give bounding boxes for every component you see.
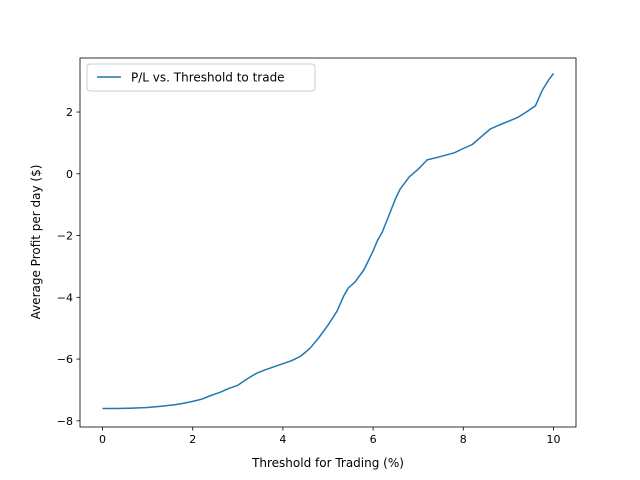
x-tick-label: 10 [546, 433, 560, 446]
y-tick-label: −6 [57, 353, 73, 366]
legend-frame [86, 63, 316, 92]
y-axis-ticks: −8 −6 −4 −2 0 2 [57, 106, 80, 428]
legend: P/L vs. Threshold to trade [86, 63, 316, 92]
plot-area [79, 57, 577, 428]
y-axis-label: Average Profit per day ($) [29, 165, 43, 320]
y-tick-label: −8 [57, 415, 73, 428]
x-tick-label: 4 [279, 433, 286, 446]
legend-label: P/L vs. Threshold to trade [131, 71, 285, 85]
y-tick-label: 2 [66, 106, 73, 119]
x-tick-label: 0 [99, 433, 106, 446]
series-line-0 [102, 72, 555, 410]
x-axis-label: Threshold for Trading (%) [251, 456, 404, 470]
axes-background [80, 58, 576, 427]
y-tick-label: −2 [57, 230, 73, 243]
y-tick-label: −4 [57, 291, 73, 304]
x-tick-label: 8 [460, 433, 467, 446]
x-tick-label: 6 [370, 433, 377, 446]
x-axis-ticks: 0 2 4 6 8 10 [99, 427, 560, 446]
y-tick-label: 0 [66, 168, 73, 181]
x-tick-label: 2 [189, 433, 196, 446]
axes-frame [79, 57, 577, 428]
